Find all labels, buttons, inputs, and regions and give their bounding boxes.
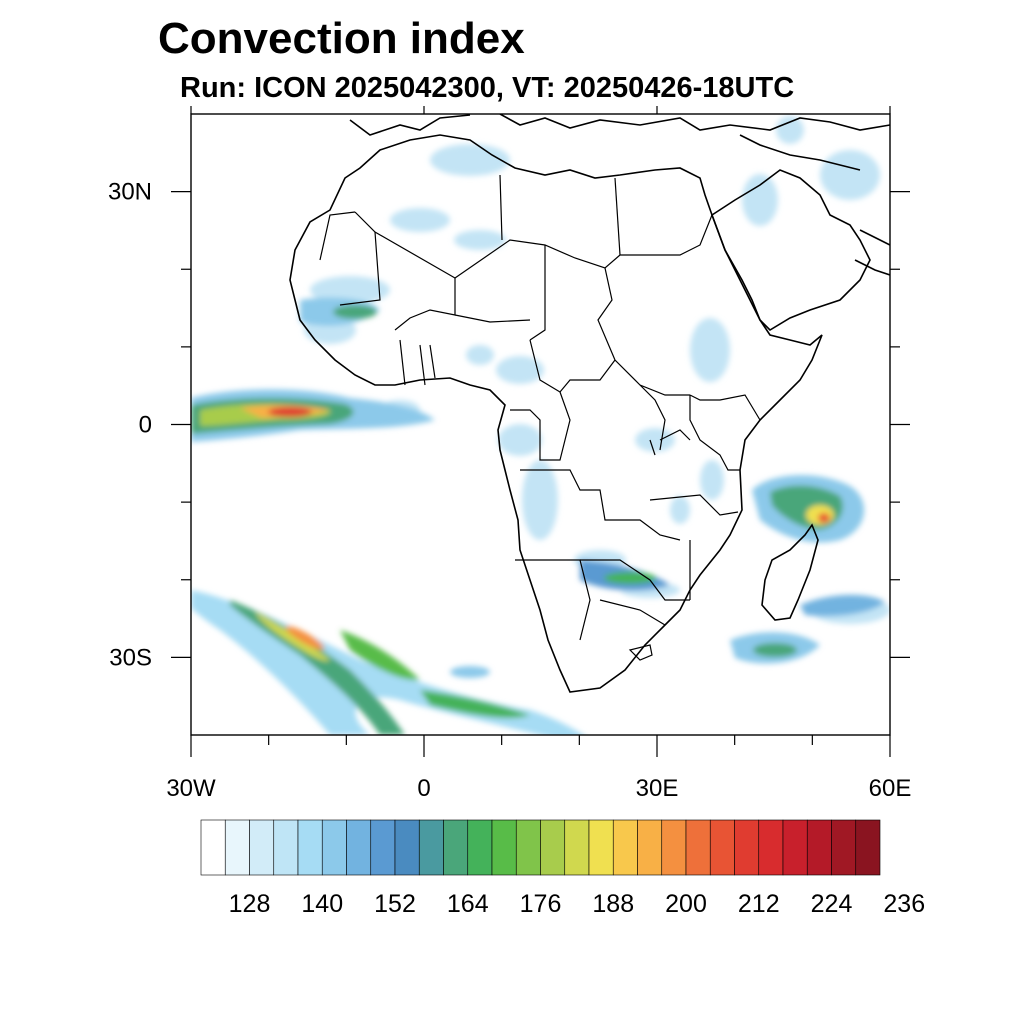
colorbar-swatch [637, 819, 663, 876]
colorbar-swatch [709, 819, 735, 876]
colorbar-swatch [734, 819, 760, 876]
x-axis-labels: 30W 0 30E 60E [166, 775, 911, 802]
colorbar-label: 188 [592, 890, 634, 918]
x-tick-label: 60E [869, 775, 912, 802]
colorbar-swatch [443, 819, 469, 876]
colorbar-swatch [540, 819, 566, 876]
axis-ticks [171, 106, 910, 757]
x-tick-label: 30W [166, 775, 216, 802]
colorbar-swatch [394, 819, 420, 876]
colorbar-label: 128 [229, 890, 271, 918]
map-title: Convection index [158, 14, 525, 63]
colorbar-swatch [321, 819, 347, 876]
colorbar-swatch [588, 819, 614, 876]
map-subtitle: Run: ICON 2025042300, VT: 20250426-18UTC [180, 72, 795, 104]
colorbar-swatch [491, 819, 517, 876]
colorbar-swatch [249, 819, 275, 876]
colorbar-swatch [467, 819, 493, 876]
colorbar-swatch [418, 819, 444, 876]
colorbar-swatch [831, 819, 857, 876]
colorbar-swatch [806, 819, 832, 876]
colorbar-swatch [564, 819, 590, 876]
y-axis-labels: 30N 0 30S [108, 179, 152, 672]
colorbar-labels: 128 140 152 164 176 188 200 212 224 236 [229, 890, 925, 918]
colorbar-swatch [200, 819, 226, 876]
colorbar-swatch [370, 819, 396, 876]
y-tick-label: 30N [108, 179, 152, 206]
colorbar-swatch [515, 819, 541, 876]
convection-field [191, 116, 890, 735]
colorbar [200, 819, 881, 876]
x-tick-label: 0 [417, 775, 430, 802]
colorbar-swatch [685, 819, 711, 876]
colorbar-label: 140 [301, 890, 343, 918]
colorbar-label: 212 [738, 890, 780, 918]
colorbar-label: 176 [520, 890, 562, 918]
colorbar-swatch [758, 819, 784, 876]
colorbar-swatch [782, 819, 808, 876]
colorbar-label: 152 [374, 890, 416, 918]
colorbar-swatch [297, 819, 323, 876]
colorbar-label: 224 [811, 890, 853, 918]
colorbar-label: 236 [883, 890, 925, 918]
colorbar-swatch [855, 819, 881, 876]
colorbar-label: 200 [665, 890, 707, 918]
country-borders [319, 174, 761, 661]
colorbar-swatch [612, 819, 638, 876]
colorbar-swatch [273, 819, 299, 876]
x-tick-label: 30E [636, 775, 679, 802]
coastlines [289, 114, 890, 693]
colorbar-label: 164 [447, 890, 489, 918]
colorbar-swatch [224, 819, 250, 876]
colorbar-swatch [661, 819, 687, 876]
y-tick-label: 30S [109, 644, 152, 671]
y-tick-label: 0 [139, 412, 152, 439]
colorbar-swatch [346, 819, 372, 876]
